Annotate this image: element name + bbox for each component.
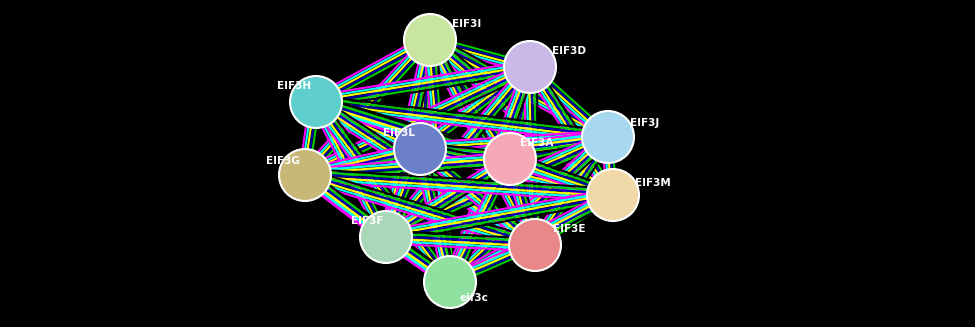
- Text: eif3c: eif3c: [460, 293, 488, 303]
- Circle shape: [582, 111, 634, 163]
- Circle shape: [290, 76, 342, 128]
- Circle shape: [394, 123, 446, 175]
- Text: EIF3A: EIF3A: [520, 138, 554, 148]
- Circle shape: [509, 219, 561, 271]
- Text: EIF3J: EIF3J: [630, 118, 659, 128]
- Circle shape: [279, 149, 331, 201]
- Text: EIF3L: EIF3L: [383, 128, 415, 138]
- Circle shape: [587, 169, 639, 221]
- Text: EIF3I: EIF3I: [452, 19, 482, 29]
- Text: EIF3D: EIF3D: [552, 46, 586, 56]
- Text: EIF3G: EIF3G: [266, 156, 300, 166]
- Circle shape: [360, 211, 412, 263]
- Circle shape: [404, 14, 456, 66]
- Circle shape: [504, 41, 556, 93]
- Circle shape: [424, 256, 476, 308]
- Circle shape: [484, 133, 536, 185]
- Text: EIF3M: EIF3M: [635, 178, 671, 188]
- Text: EIF3E: EIF3E: [553, 224, 586, 234]
- Text: EIF3H: EIF3H: [277, 81, 311, 91]
- Text: EIF3F: EIF3F: [352, 216, 384, 226]
